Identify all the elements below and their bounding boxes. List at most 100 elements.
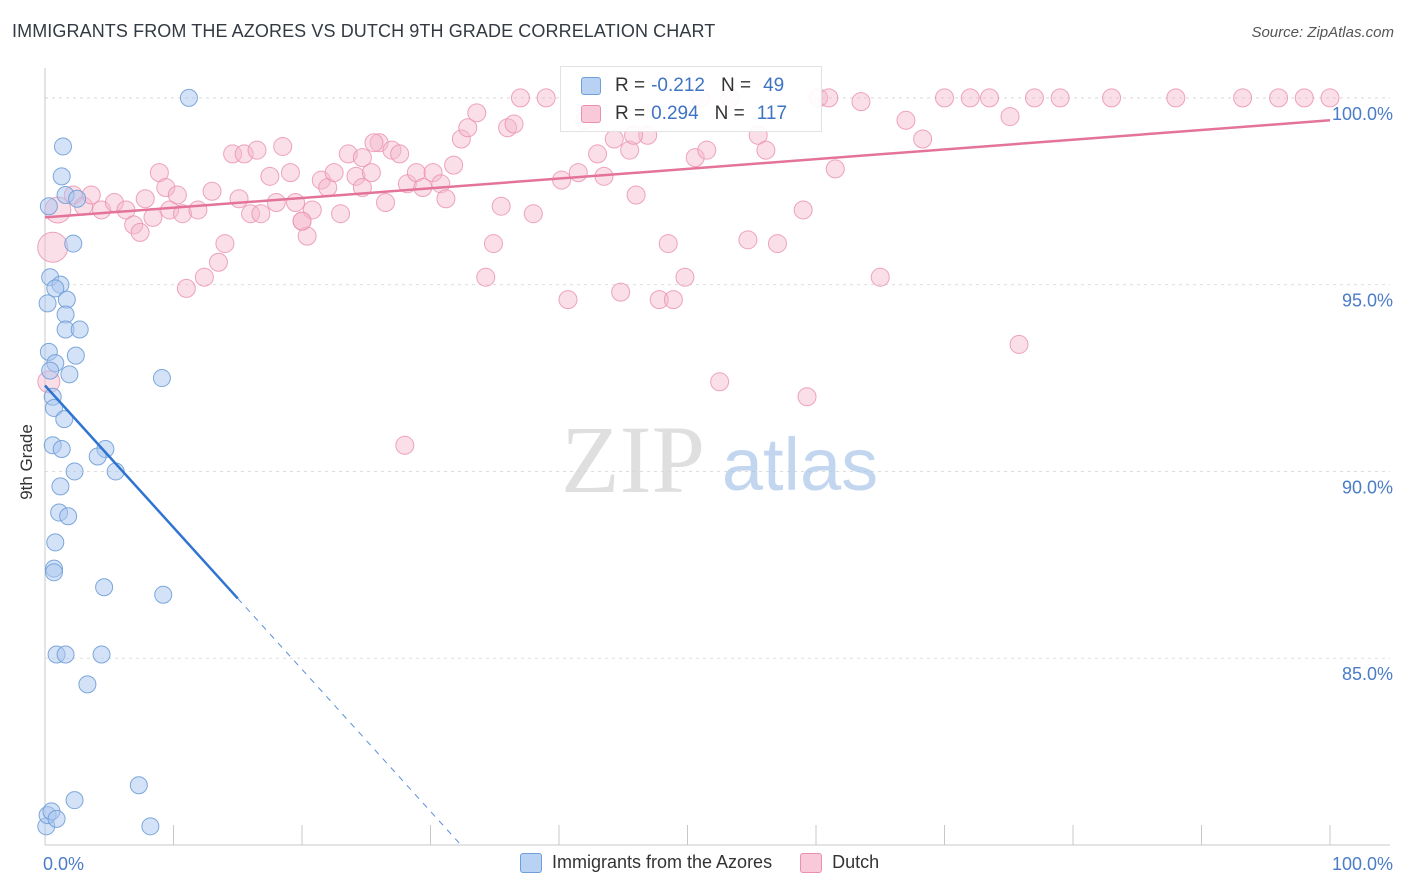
dutch-point	[156, 178, 176, 198]
dutch-point	[130, 222, 150, 242]
dutch-point	[588, 144, 608, 164]
x-tick-label: 0.0%	[43, 854, 84, 874]
dutch-point	[467, 103, 487, 123]
dutch-point	[483, 234, 503, 254]
x-tick-label: 100.0%	[1332, 854, 1393, 874]
legend-item-dutch[interactable]: Dutch	[800, 852, 879, 873]
dutch-point	[658, 234, 678, 254]
dutch-point	[870, 267, 890, 287]
azores-point	[41, 361, 60, 380]
azores-point	[57, 290, 76, 309]
dutch-point	[247, 140, 267, 160]
trend-lines	[44, 119, 1331, 848]
azores-point	[88, 447, 107, 466]
dutch-point	[767, 234, 787, 254]
chart-title: IMMIGRANTS FROM THE AZORES VS DUTCH 9TH …	[12, 21, 716, 41]
watermark: ZIP atlas	[561, 406, 878, 513]
legend-label: Dutch	[832, 852, 880, 872]
legend-item-azores[interactable]: Immigrants from the Azores	[520, 852, 772, 873]
dutch-point	[251, 204, 271, 224]
azores-point	[141, 817, 160, 836]
dutch-point	[523, 204, 543, 224]
dutch-point	[423, 163, 443, 183]
dutch-point	[793, 200, 813, 220]
dutch-point	[286, 192, 306, 212]
dutch-point	[1050, 88, 1070, 108]
azores-point	[179, 88, 198, 107]
dutch-point	[143, 207, 163, 227]
dutch-point	[444, 155, 464, 175]
dutch-point	[234, 144, 254, 164]
dutch-point	[476, 267, 496, 287]
azores-point	[95, 578, 114, 597]
n-value: 49	[763, 75, 785, 96]
dutch-point	[611, 282, 631, 302]
dutch-point	[229, 189, 249, 209]
dutch-point	[292, 211, 312, 231]
dutch-point	[390, 144, 410, 164]
dutch-point	[266, 192, 286, 212]
dutch-point	[1166, 88, 1186, 108]
azores-point	[47, 809, 66, 828]
dutch-point	[167, 185, 187, 205]
legend: Immigrants from the Azores Dutch	[520, 852, 907, 873]
stats-row-azores: R = -0.212 N = 49	[581, 73, 784, 99]
r-label: R =	[615, 75, 646, 96]
dutch-point	[604, 129, 624, 149]
dutch-point	[194, 267, 214, 287]
azores-point	[65, 791, 84, 810]
dutch-point	[738, 230, 758, 250]
dutch-point	[260, 166, 280, 186]
azores-point	[55, 410, 74, 429]
dutch-point	[223, 144, 243, 164]
dutch-point	[491, 196, 511, 216]
dutch-point	[558, 290, 578, 310]
tick-labels: 100.0% 95.0% 90.0% 85.0% 0.0% 100.0%	[43, 104, 1393, 874]
azores-point	[52, 440, 71, 459]
azores-point	[53, 137, 72, 156]
azores-point	[68, 189, 87, 208]
dutch-point	[663, 290, 683, 310]
dutch-point	[395, 435, 415, 455]
r-value: 0.294	[651, 103, 699, 124]
dutch-trend-line	[44, 119, 1331, 219]
dutch-point	[675, 267, 695, 287]
azores-point	[39, 197, 58, 216]
dutch-point	[797, 387, 817, 407]
dutch-point	[376, 192, 396, 212]
n-value: 117	[756, 103, 788, 124]
dutch-point	[172, 204, 192, 224]
dutch-point	[620, 140, 640, 160]
dutch-point	[1294, 88, 1314, 108]
dutch-point	[37, 231, 69, 263]
dutch-point	[241, 204, 261, 224]
azores-point	[66, 346, 85, 365]
azores-point	[56, 645, 75, 664]
azores-trend-extension	[237, 598, 463, 848]
dutch-point	[458, 118, 478, 138]
dutch-point	[1320, 88, 1340, 108]
dutch-point	[504, 114, 524, 134]
dutch-point	[451, 129, 471, 149]
y-tick-label: 85.0%	[1342, 664, 1393, 684]
dutch-point	[324, 163, 344, 183]
dutch-point	[626, 185, 646, 205]
dutch-point	[124, 215, 144, 235]
dutch-point	[280, 163, 300, 183]
dutch-point	[510, 88, 530, 108]
dutch-point	[361, 163, 381, 183]
dutch-point	[536, 88, 556, 108]
dutch-point	[1233, 88, 1253, 108]
stats-swatch-blue	[581, 77, 601, 95]
dutch-point	[498, 118, 518, 138]
legend-swatch-blue	[520, 852, 542, 873]
azores-point	[59, 507, 78, 526]
azores-point	[44, 563, 63, 582]
azores-point	[129, 776, 148, 795]
y-tick-label: 95.0%	[1342, 291, 1393, 311]
dutch-point	[176, 278, 196, 298]
azores-point	[46, 533, 65, 552]
dutch-point	[697, 140, 717, 160]
azores-point	[46, 279, 65, 298]
azores-point	[38, 294, 57, 313]
